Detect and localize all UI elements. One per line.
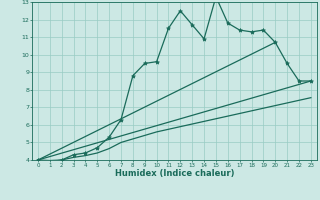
X-axis label: Humidex (Indice chaleur): Humidex (Indice chaleur) <box>115 169 234 178</box>
